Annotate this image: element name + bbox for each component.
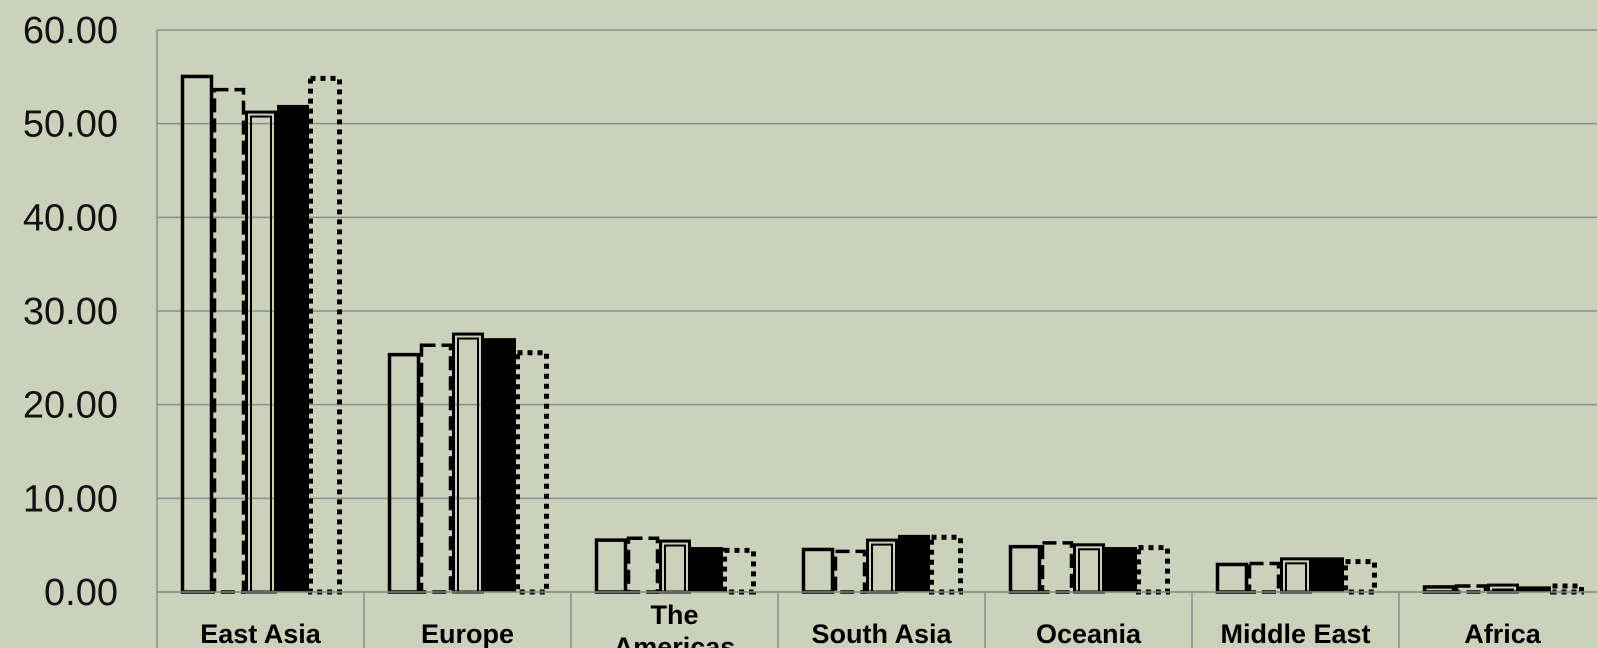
bar [180,74,214,594]
x-tick-label: Middle East [1220,619,1370,648]
bar [594,538,628,594]
bar [1312,557,1344,592]
y-tick-label: 50.00 [23,104,118,146]
y-tick-label: 10.00 [23,478,118,520]
bars [180,74,1584,595]
bar [308,75,342,595]
bar [1136,545,1170,595]
y-tick-label: 0.00 [44,572,118,614]
bar [801,547,835,594]
bar [212,87,246,594]
y-tick-label: 40.00 [23,197,118,239]
bar [691,547,723,592]
bar [1550,583,1584,595]
gridlines [157,29,1597,593]
x-tick-label: Europe [421,619,514,648]
bar [1040,541,1074,594]
bar [626,536,660,594]
bar [1454,584,1488,594]
bar [419,343,453,594]
bar [722,547,756,595]
bar [1215,562,1249,594]
x-tick-label: South Asia [811,619,952,648]
y-axis-tick-labels: 0.00 10.00 20.00 30.00 40.00 50.00 60.00 [23,10,118,614]
x-tick-label: Africa [1464,619,1542,648]
bar [898,534,930,592]
bar [1422,585,1456,594]
x-axis: East Asia Europe The Americas South Asia Ocea… [156,30,1597,648]
bar [833,549,867,594]
x-tick-label: East Asia [200,619,322,648]
bar [484,338,516,592]
bar [1073,543,1105,594]
y-tick-label: 30.00 [23,291,118,333]
bar [452,332,484,594]
bar [245,110,277,594]
bar [659,539,691,594]
bar [1247,561,1281,594]
bar [1008,544,1042,594]
bar [1343,559,1377,595]
bar [387,352,421,594]
x-tick-label: The Americas [614,600,736,648]
bar [515,350,549,595]
bar [1487,583,1519,594]
bar [277,104,309,592]
bar [866,538,898,594]
y-tick-label: 20.00 [23,385,118,427]
x-tick-label: Oceania [1036,619,1142,648]
bar [1519,586,1551,592]
y-tick-label: 60.00 [23,10,118,52]
bar [929,534,963,595]
bar [1280,557,1312,594]
bar [1105,547,1137,592]
